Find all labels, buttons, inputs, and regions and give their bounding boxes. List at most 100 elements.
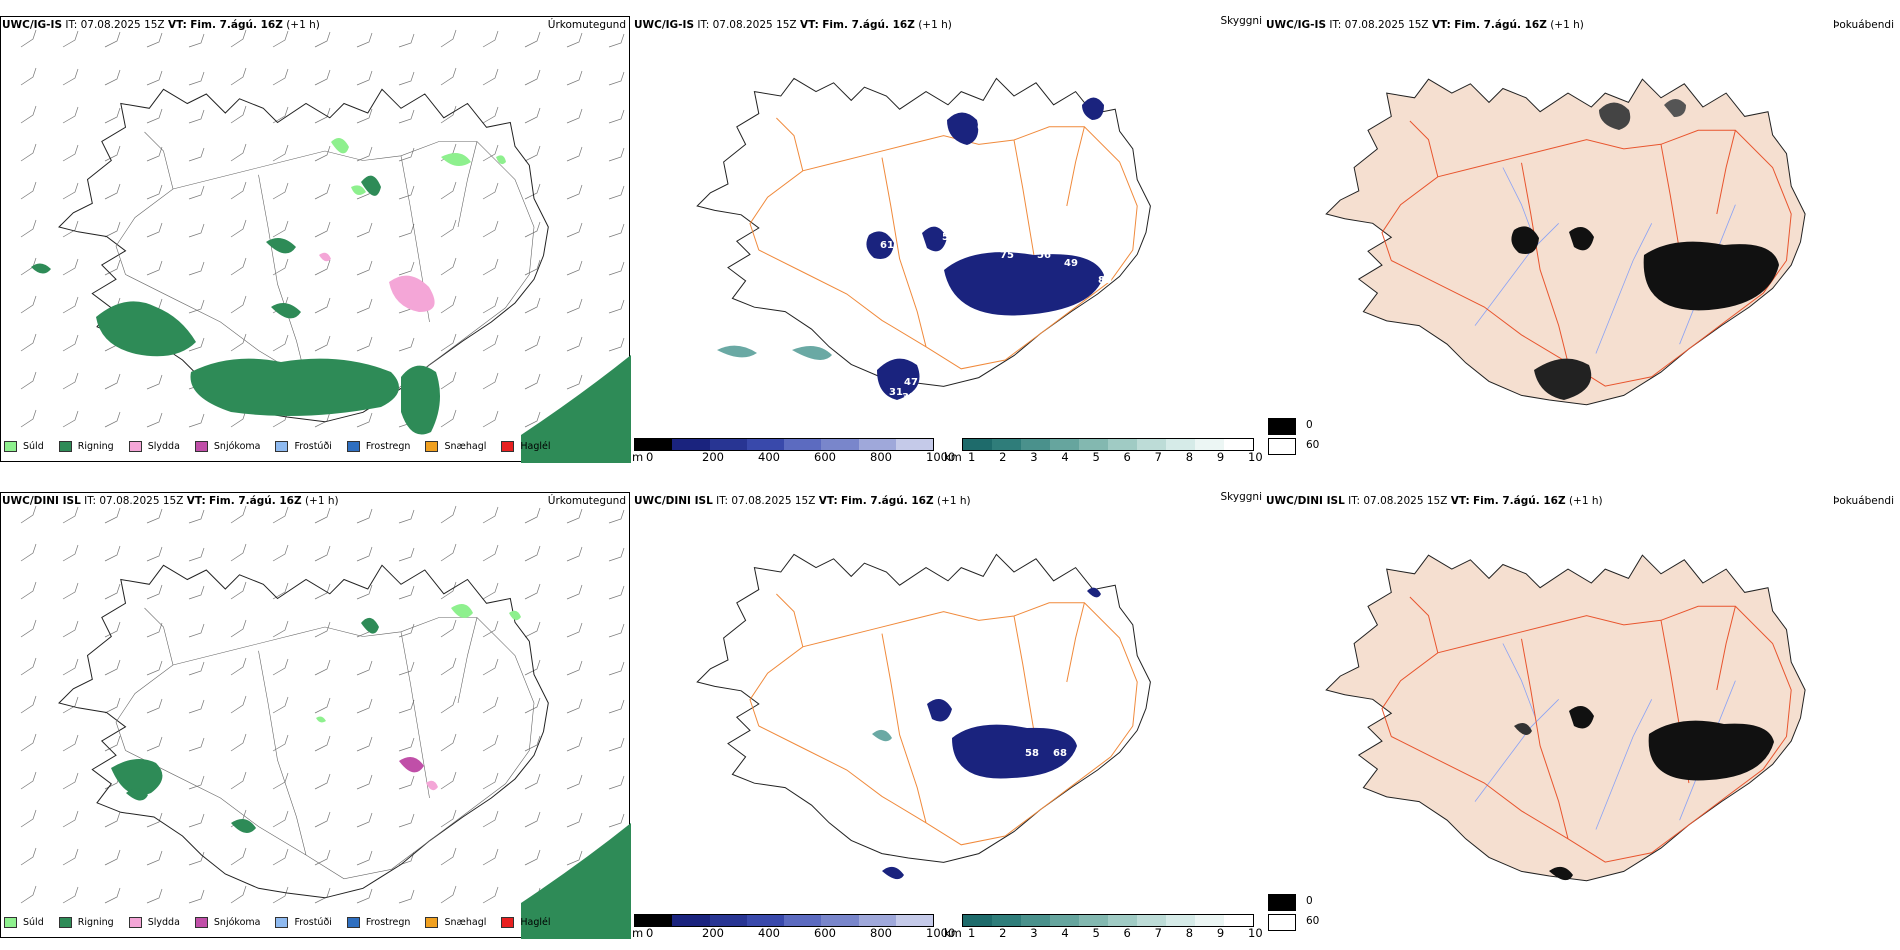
fog-legend-light [1268,914,1296,931]
wind-barb [104,259,121,276]
wind-barb [566,108,583,124]
wind-barb [20,885,37,904]
wind-barb [188,223,205,238]
km-colorbar [962,438,1254,451]
wind-barb [104,811,121,828]
wind-barb [62,810,79,828]
wind-barb [398,337,415,352]
wind-barb [398,623,415,638]
colorbar-tick: 1 [968,926,976,940]
wind-barb [482,696,499,714]
fog-header: UWC/DINI ISL IT: 07.08.2025 15Z VT: Fim.… [1266,495,1603,507]
wind-barbs [20,505,625,904]
precip-header: UWC/DINI ISL IT: 07.08.2025 15Z VT: Fim.… [2,495,339,507]
wind-barb [524,583,541,600]
wind-barb [608,813,625,828]
wind-barb [188,337,205,352]
wind-barb [230,333,247,352]
legend-swatch [58,916,72,928]
wind-barb [314,259,331,276]
colorbar-segment [709,915,747,926]
visibility-label: 33 [902,392,916,403]
wind-barb [146,108,163,124]
colorbar-segment [858,915,896,926]
wind-barb [566,850,583,866]
wind-barb [188,109,205,124]
legend-label: Frostúði [294,440,332,452]
colorbar-tick: 10 [1248,926,1263,940]
wind-barb [398,223,415,238]
legend-item: Frostregn [346,914,410,930]
colorbar-tick: 7 [1154,926,1162,940]
wind-barb [356,812,373,828]
colorbar-tick: 4 [1061,926,1069,940]
wind-barb [608,109,625,124]
wind-barb [440,505,457,524]
wind-barb [188,889,205,904]
fog-legend-label-0: 0 [1306,419,1313,431]
colorbar-segment [992,915,1021,926]
legend-swatch [128,440,142,452]
colorbar-segment [784,439,822,450]
colorbar-tick: 400 [758,926,780,940]
rain-areas [111,617,631,939]
wind-barb [440,809,457,828]
colorbar-segment [1021,915,1050,926]
colorbar-segment [709,439,747,450]
wind-barb [398,699,415,714]
wind-barb [608,775,625,790]
colorbar-tick: 200 [702,926,724,940]
wind-barb [398,509,415,524]
wind-barb [482,582,499,600]
colorbar-tick: 400 [758,450,780,464]
wind-barb [230,257,247,276]
colorbar-segment [1137,439,1166,450]
wind-barb [482,544,499,562]
wind-barb [482,410,499,428]
visibility-label: 73 [900,863,914,874]
height-colorbar [634,914,934,927]
wind-barb [440,847,457,866]
legend-item: Snæhagl [425,438,486,454]
fog-title: Þokuábendi [1833,19,1894,31]
wind-barb [20,333,37,352]
wind-barb [20,809,37,828]
wind-barb [440,333,457,352]
wind-barb [62,106,79,124]
fog-title: Þokuábendi [1833,495,1894,507]
model-row-igis: UWC/IG-IS IT: 07.08.2025 15Z VT: Fim. 7.… [0,0,1900,474]
wind-barb [230,619,247,638]
wind-barb [104,659,121,676]
wind-barb [482,772,499,790]
legend-swatch [501,440,515,452]
wind-barb [314,659,331,676]
wind-barb [230,543,247,562]
visibility-label: 47 [904,377,918,388]
wind-barb [146,584,163,600]
visibility-label: 62 [977,122,991,133]
wind-barb [62,734,79,752]
wind-barb [62,620,79,638]
wind-barb [608,337,625,352]
legend-swatch [501,916,515,928]
colorbar-tick: 0 [646,450,654,464]
legend-item: Slydda [128,438,180,454]
wind-barb [230,219,247,238]
wind-barb [440,257,457,276]
visibility-label: 49 [1064,258,1078,269]
precip-type-panel: UWC/DINI ISL IT: 07.08.2025 15Z VT: Fim.… [0,476,632,950]
visibility-label: 68 [1053,748,1067,759]
wind-barb [566,32,583,48]
wind-barb [566,374,583,390]
colorbar-segment [1166,439,1195,450]
visibility-label: 58 [922,367,936,378]
visibility-panel: 102 58 68 84 73 55 UWC/DINI ISL IT: 07.08.202… [632,476,1264,950]
colorbar-segment [746,439,784,450]
wind-barb [314,107,331,124]
wind-barb [566,660,583,676]
wind-barb [440,695,457,714]
wind-barb [62,220,79,238]
wind-barb [104,107,121,124]
visibility-label: 75 [1000,250,1014,261]
